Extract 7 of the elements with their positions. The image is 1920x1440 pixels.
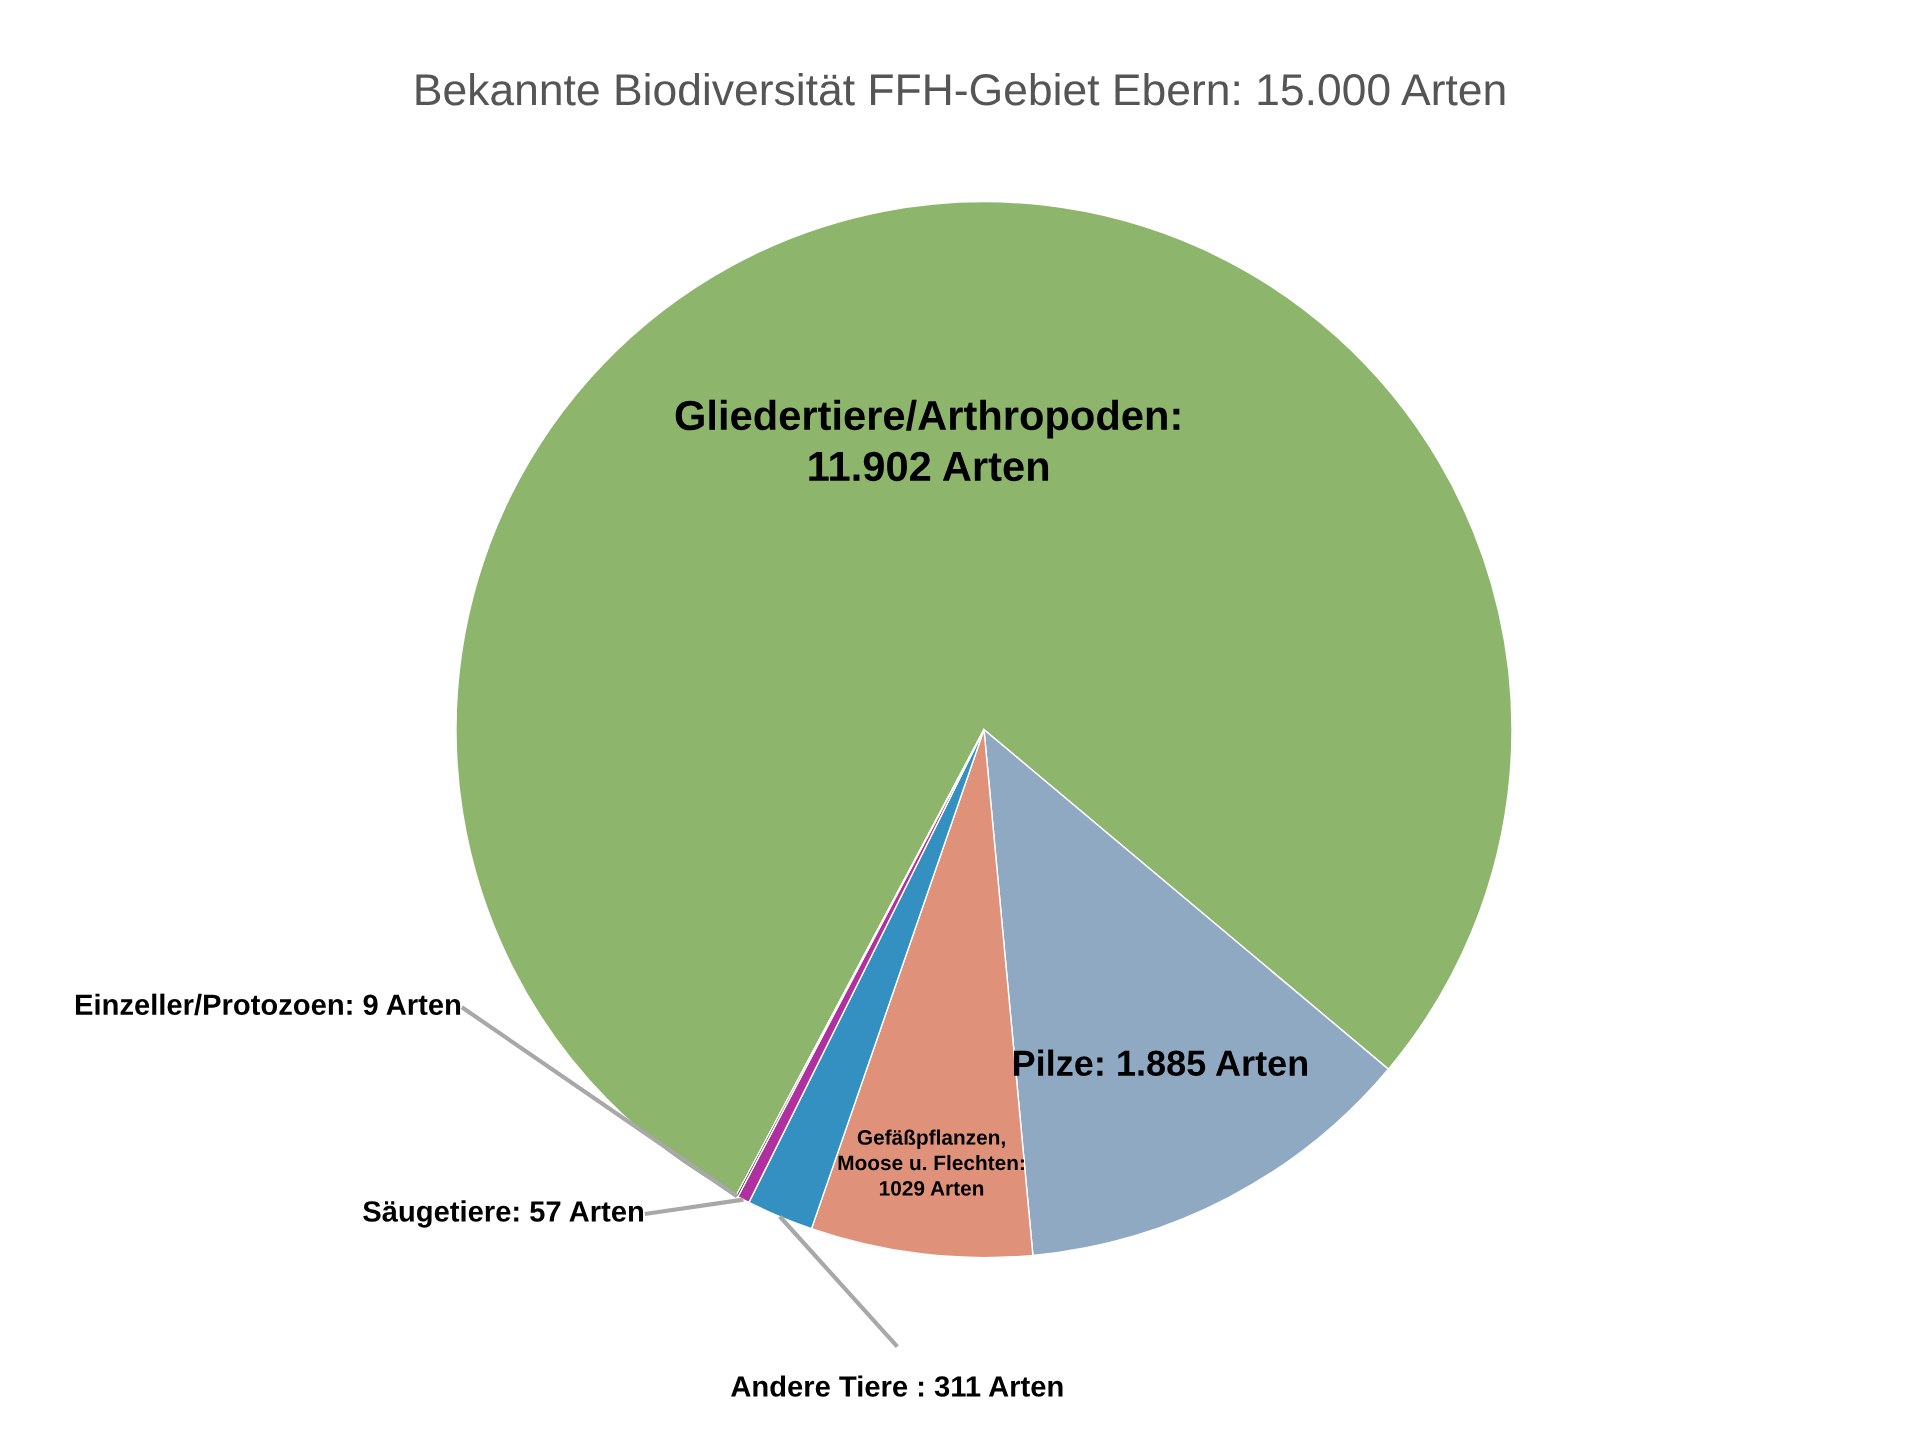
slice-label: Gliedertiere/Arthropoden: 11.902 Arten [675, 399, 1180, 482]
slice-label: Pilze: 1.885 Arten [1013, 1049, 1308, 1077]
slice-label: Einzeller/Protozoen: 9 Arten [75, 993, 461, 1016]
chart-title: Bekannte Biodiversität FFH-Gebiet Ebern: 15.000 Arten [416, 72, 1505, 106]
slice-label: Säugetiere: 57 Arten [363, 1200, 644, 1228]
slice-label: Gefäßpflanzen, Moose u. Flechten: 1029 Arten [838, 1129, 1024, 1196]
slice-label: Andere Tiere : 311 Arten [731, 1375, 1063, 1397]
